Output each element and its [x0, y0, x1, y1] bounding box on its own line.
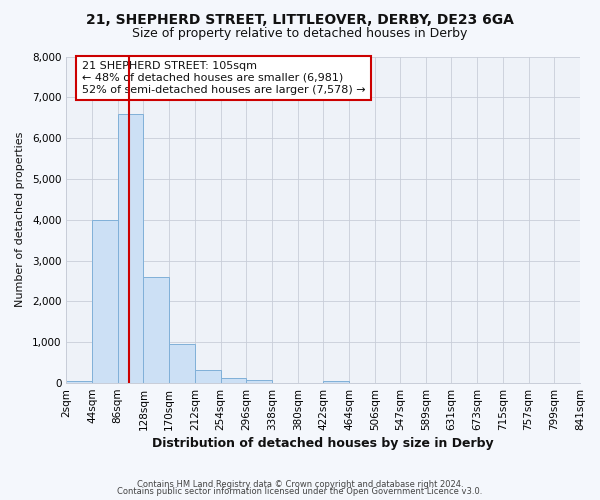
Bar	[118, 114, 143, 383]
Bar	[221, 378, 247, 383]
Bar	[67, 381, 92, 383]
Text: Size of property relative to detached houses in Derby: Size of property relative to detached ho…	[133, 26, 467, 40]
Text: 21 SHEPHERD STREET: 105sqm
← 48% of detached houses are smaller (6,981)
52% of s: 21 SHEPHERD STREET: 105sqm ← 48% of deta…	[82, 62, 365, 94]
X-axis label: Distribution of detached houses by size in Derby: Distribution of detached houses by size …	[152, 437, 494, 450]
Bar	[92, 220, 118, 383]
Bar	[323, 380, 349, 383]
Text: 21, SHEPHERD STREET, LITTLEOVER, DERBY, DE23 6GA: 21, SHEPHERD STREET, LITTLEOVER, DERBY, …	[86, 12, 514, 26]
Bar	[195, 370, 221, 383]
Bar	[247, 380, 272, 383]
Text: Contains public sector information licensed under the Open Government Licence v3: Contains public sector information licen…	[118, 488, 482, 496]
Bar	[169, 344, 195, 383]
Text: Contains HM Land Registry data © Crown copyright and database right 2024.: Contains HM Land Registry data © Crown c…	[137, 480, 463, 489]
Bar	[143, 277, 169, 383]
Y-axis label: Number of detached properties: Number of detached properties	[15, 132, 25, 308]
